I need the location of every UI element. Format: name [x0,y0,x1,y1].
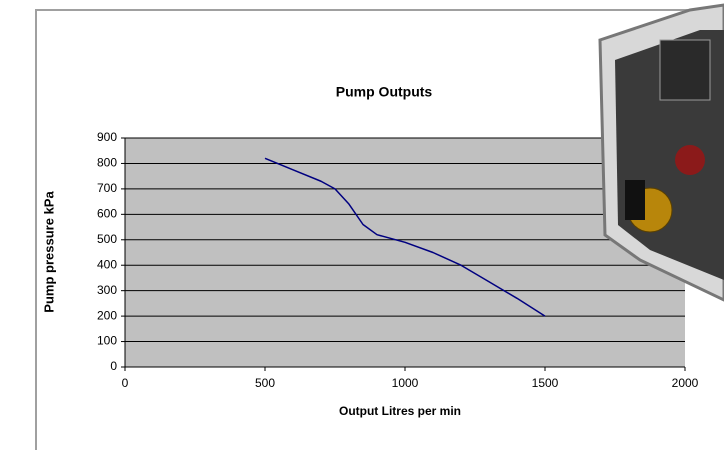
y-tick-label: 600 [97,207,117,221]
x-tick-label: 2000 [672,376,699,390]
y-tick-label: 100 [97,334,117,348]
pump-engine [659,39,711,101]
y-tick-label: 0 [110,359,117,373]
x-tick-label: 1000 [392,376,419,390]
y-tick-label: 700 [97,181,117,195]
pump-photo [598,3,724,302]
pump-part [675,145,705,175]
x-tick-label: 0 [122,376,129,390]
y-tick-label: 400 [97,257,117,271]
data-line [264,157,546,317]
y-tick-label: 200 [97,308,117,322]
x-tick-label: 500 [255,376,275,390]
chart-frame [35,9,724,450]
pump-part [625,180,645,220]
y-tick-label: 800 [97,156,117,170]
x-axis-label: Output Litres per min [339,404,461,418]
y-axis-label: Pump pressure kPa [41,191,56,313]
plot-area [125,138,685,367]
y-tick-label: 900 [97,130,117,144]
chart-layer: 0 100 200 300 400 500 600 700 800 900 0 500 1000 1500… [97,130,699,390]
x-tick-label: 1500 [532,376,559,390]
y-tick-label: 300 [97,283,117,297]
chart-title: Pump Outputs [336,84,433,100]
y-tick-label: 500 [97,232,117,246]
